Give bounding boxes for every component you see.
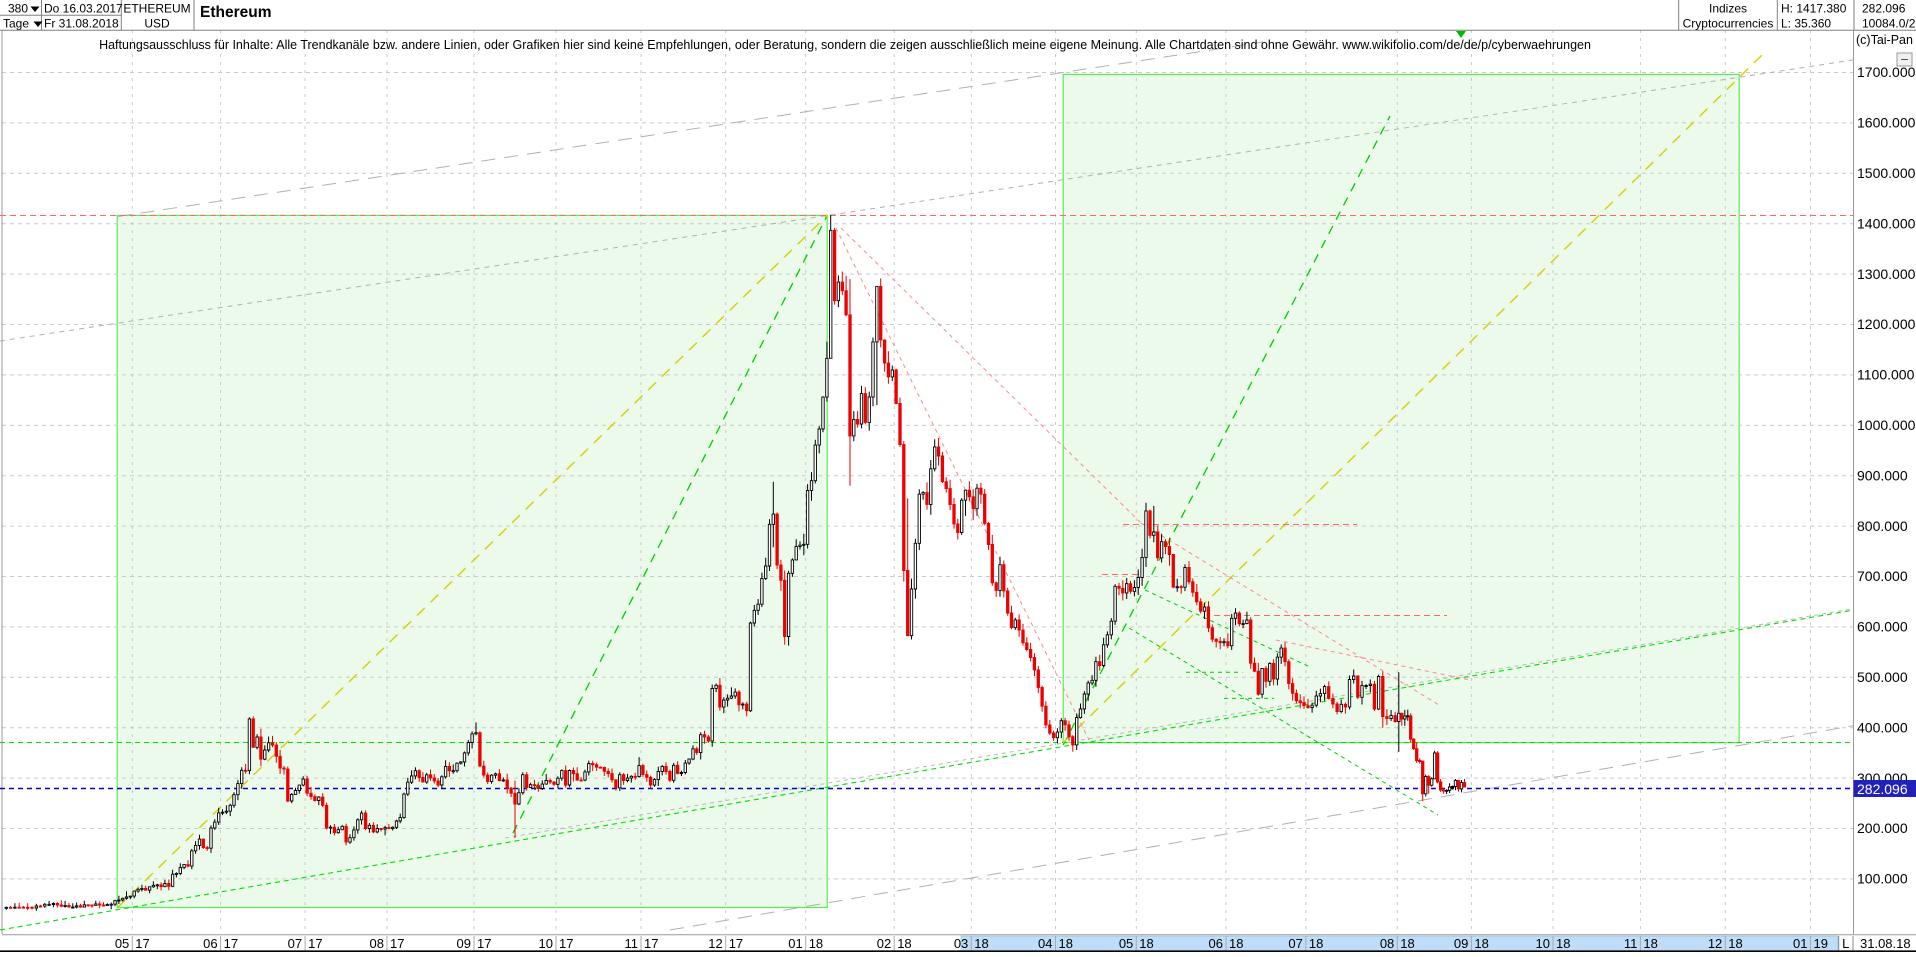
svg-text:H: 1417.380: H: 1417.380	[1781, 2, 1847, 16]
svg-text:USD: USD	[144, 17, 170, 31]
svg-text:18: 18	[974, 936, 988, 951]
svg-text:Ethereum: Ethereum	[200, 4, 272, 21]
svg-text:(c)Tai-Pan: (c)Tai-Pan	[1856, 33, 1913, 47]
svg-text:12: 12	[1708, 936, 1722, 951]
svg-text:17: 17	[135, 936, 149, 951]
svg-text:1500.000: 1500.000	[1857, 165, 1916, 181]
svg-text:Do 16.03.2017: Do 16.03.2017	[44, 2, 123, 16]
svg-text:08: 08	[1380, 936, 1394, 951]
svg-text:08: 08	[370, 936, 384, 951]
svg-text:06: 06	[1209, 936, 1223, 951]
svg-text:1700.000: 1700.000	[1857, 64, 1916, 80]
svg-text:09: 09	[1454, 936, 1468, 951]
svg-text:18: 18	[897, 936, 911, 951]
svg-text:L: L	[1842, 936, 1849, 951]
svg-text:31.08.18: 31.08.18	[1860, 936, 1911, 951]
svg-text:900.000: 900.000	[1857, 467, 1908, 483]
svg-text:17: 17	[308, 936, 322, 951]
svg-text:100.000: 100.000	[1857, 871, 1908, 887]
svg-text:18: 18	[1400, 936, 1414, 951]
svg-text:09: 09	[457, 936, 471, 951]
svg-text:200.000: 200.000	[1857, 820, 1908, 836]
svg-text:05: 05	[1119, 936, 1133, 951]
svg-text:03: 03	[954, 936, 968, 951]
svg-text:02: 02	[877, 936, 891, 951]
svg-text:Tage: Tage	[3, 17, 29, 31]
svg-text:17: 17	[729, 936, 743, 951]
svg-text:Haftungsausschluss für Inhalte: Haftungsausschluss für Inhalte: Alle Tre…	[99, 38, 1591, 52]
svg-text:ETHEREUM: ETHEREUM	[123, 2, 190, 16]
svg-text:18: 18	[1643, 936, 1657, 951]
svg-text:18: 18	[1229, 936, 1243, 951]
svg-text:600.000: 600.000	[1857, 619, 1908, 635]
svg-text:18: 18	[1556, 936, 1570, 951]
svg-text:18: 18	[1474, 936, 1488, 951]
svg-text:17: 17	[644, 936, 658, 951]
svg-text:17: 17	[477, 936, 491, 951]
svg-text:05: 05	[115, 936, 129, 951]
svg-text:17: 17	[559, 936, 573, 951]
svg-text:380: 380	[8, 2, 28, 16]
svg-text:01: 01	[1793, 936, 1807, 951]
svg-text:04: 04	[1038, 936, 1052, 951]
svg-text:10084.0/21: 10084.0/21	[1862, 17, 1916, 31]
svg-text:L: 35.360: L: 35.360	[1781, 17, 1831, 31]
svg-text:18: 18	[1139, 936, 1153, 951]
svg-text:12: 12	[708, 936, 722, 951]
svg-text:1100.000: 1100.000	[1857, 367, 1915, 383]
svg-text:800.000: 800.000	[1857, 518, 1908, 534]
svg-text:10: 10	[1536, 936, 1550, 951]
svg-text:07: 07	[1288, 936, 1302, 951]
svg-text:06: 06	[203, 936, 217, 951]
svg-text:1400.000: 1400.000	[1857, 215, 1916, 231]
svg-text:10: 10	[539, 936, 553, 951]
svg-text:1000.000: 1000.000	[1857, 417, 1916, 433]
svg-text:11: 11	[625, 936, 639, 951]
svg-text:18: 18	[1728, 936, 1742, 951]
svg-text:500.000: 500.000	[1857, 669, 1908, 685]
svg-text:Indizes: Indizes	[1709, 2, 1747, 16]
svg-text:19: 19	[1814, 936, 1828, 951]
svg-text:1200.000: 1200.000	[1857, 316, 1916, 332]
svg-text:700.000: 700.000	[1857, 568, 1908, 584]
svg-text:18: 18	[1309, 936, 1323, 951]
svg-text:400.000: 400.000	[1857, 719, 1908, 735]
svg-text:282.096: 282.096	[1862, 2, 1906, 16]
svg-text:17: 17	[224, 936, 238, 951]
svg-text:282.096: 282.096	[1857, 781, 1908, 797]
svg-text:Cryptocurrencies: Cryptocurrencies	[1683, 17, 1774, 31]
svg-text:18: 18	[809, 936, 823, 951]
svg-text:17: 17	[390, 936, 404, 951]
svg-text:1600.000: 1600.000	[1857, 115, 1916, 131]
svg-text:18: 18	[1059, 936, 1073, 951]
svg-text:11: 11	[1624, 936, 1638, 951]
svg-text:01: 01	[788, 936, 802, 951]
svg-text:Fr 31.08.2018: Fr 31.08.2018	[44, 17, 119, 31]
svg-text:1300.000: 1300.000	[1857, 266, 1916, 282]
svg-text:07: 07	[288, 936, 302, 951]
